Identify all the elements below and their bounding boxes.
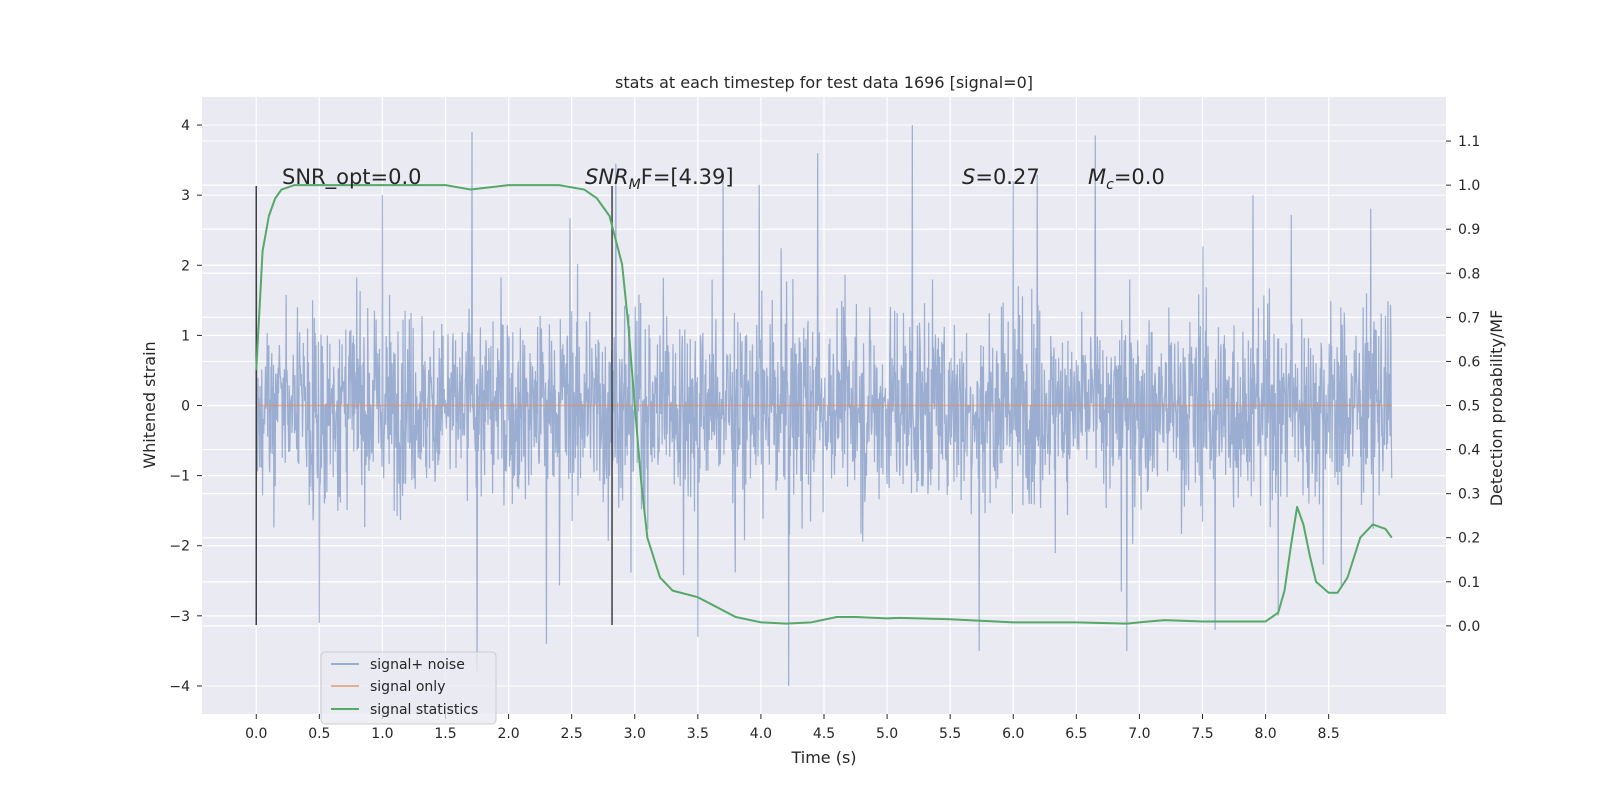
y-tick-label: 1 <box>181 328 190 344</box>
snr-mf-base: SNR <box>585 165 629 189</box>
legend-label-signal: signal only <box>370 679 445 695</box>
x-tick-label: 3.0 <box>624 726 646 742</box>
noise-line <box>255 125 1393 686</box>
y-right-tick-label: 1.0 <box>1458 178 1480 194</box>
x-tick-label: 6.5 <box>1065 726 1087 742</box>
y-right-tick-label: 0.0 <box>1458 619 1480 635</box>
y-right-tick-label: 0.9 <box>1458 222 1480 238</box>
y-tick-label: −1 <box>169 469 190 485</box>
y-tick-label: −2 <box>169 539 190 555</box>
x-tick-label: 0.0 <box>245 726 267 742</box>
snr-mf-subscript: M <box>629 177 641 193</box>
chart-title: stats at each timestep for test data 169… <box>615 73 1033 92</box>
y-right-tick-label: 0.3 <box>1458 487 1480 503</box>
snr-opt-annotation: SNR_opt=0.0 <box>282 165 422 190</box>
x-axis-label: Time (s) <box>790 748 856 767</box>
vertical-markers <box>255 186 613 625</box>
y-right-tick-label: 0.4 <box>1458 443 1480 459</box>
s-rest: =0.27 <box>975 165 1039 189</box>
legend-label-noise: signal+ noise <box>370 657 465 673</box>
x-tick-label: 6.0 <box>1002 726 1024 742</box>
ticks: 0.0 0.5 1.0 1.5 2.0 2.5 3.0 3.5 4.0 4.5 5.0 5.5 6.0 6… <box>169 118 1480 742</box>
mc-rest: =0.0 <box>1114 165 1165 189</box>
y-right-tick-label: 0.5 <box>1458 399 1480 415</box>
snr-mf-annotation: SNRMF=[4.39] <box>585 165 734 193</box>
x-tick-label: 4.5 <box>813 726 835 742</box>
x-tick-label: 5.5 <box>939 726 961 742</box>
x-tick-label: 4.0 <box>750 726 772 742</box>
x-tick-label: 2.0 <box>497 726 519 742</box>
x-tick-label: 1.5 <box>434 726 456 742</box>
legend-box <box>320 651 497 725</box>
y-tick-label: 3 <box>181 188 190 204</box>
x-tick-label: 2.5 <box>561 726 583 742</box>
y-right-tick-label: 0.1 <box>1458 575 1480 591</box>
y-axis-label: Whitened strain <box>140 341 159 468</box>
s-annotation: S=0.27 <box>962 165 1040 189</box>
y-right-tick-label: 1.1 <box>1458 134 1480 150</box>
y-tick-label: 4 <box>181 118 190 134</box>
y-right-tick-label: 0.7 <box>1458 310 1480 326</box>
stats-line <box>255 184 1393 625</box>
y-tick-label: 0 <box>181 399 190 415</box>
snr-mf-rest: F=[4.39] <box>641 165 734 189</box>
x-tick-label: 8.0 <box>1254 726 1276 742</box>
y-right-tick-label: 0.8 <box>1458 266 1480 282</box>
x-tick-label: 0.5 <box>308 726 330 742</box>
y-right-tick-label: 0.2 <box>1458 531 1480 547</box>
x-tick-label: 7.5 <box>1191 726 1213 742</box>
x-tick-label: 3.5 <box>687 726 709 742</box>
legend: signal+ noise signal only signal statist… <box>320 651 497 725</box>
x-tick-label: 5.0 <box>876 726 898 742</box>
legend-label-stats: signal statistics <box>370 702 478 718</box>
y-right-tick-label: 0.6 <box>1458 354 1480 370</box>
y-tick-label: −3 <box>169 609 190 625</box>
mc-base: M <box>1088 165 1106 189</box>
noise-series <box>255 125 1393 686</box>
mc-subscript: c <box>1106 177 1114 193</box>
y-tick-label: 2 <box>181 258 190 274</box>
y-tick-label: −4 <box>169 679 190 695</box>
s-base: S <box>962 165 975 189</box>
x-tick-label: 7.0 <box>1128 726 1150 742</box>
y-axis-right-label: Detection probability/MF <box>1487 310 1506 507</box>
x-tick-label: 8.5 <box>1318 726 1340 742</box>
stats-series <box>255 184 1393 625</box>
x-tick-label: 1.0 <box>371 726 393 742</box>
mc-annotation: Mc=0.0 <box>1088 165 1165 193</box>
